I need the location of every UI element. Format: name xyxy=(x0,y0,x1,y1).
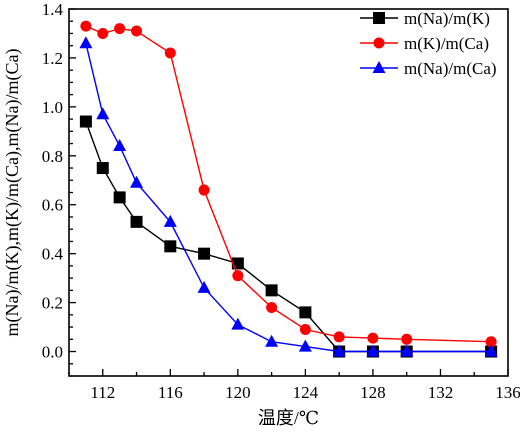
x-tick-label: 116 xyxy=(158,383,183,402)
x-tick-label: 112 xyxy=(90,383,115,402)
data-point-square xyxy=(299,306,312,319)
y-tick-label: 0.8 xyxy=(42,147,63,166)
y-tick-label: 0.0 xyxy=(42,343,63,362)
x-tick-label: 124 xyxy=(293,383,319,402)
legend-label: m(Na)/m(K) xyxy=(404,9,490,28)
data-point-triangle xyxy=(96,107,110,120)
data-point-circle xyxy=(367,332,379,344)
data-point-circle xyxy=(401,333,413,345)
series-square xyxy=(79,115,498,358)
data-point-circle xyxy=(299,324,311,336)
data-point-triangle xyxy=(231,317,245,330)
data-point-triangle xyxy=(113,139,127,152)
legend: m(Na)/m(K) m(K)/m(Ca) m(Na)/m(Ca) xyxy=(360,9,497,78)
data-point-square xyxy=(265,284,278,297)
data-point-triangle xyxy=(265,334,279,347)
legend-item: m(Na)/m(K) xyxy=(360,9,490,28)
data-point-triangle xyxy=(197,280,211,293)
y-axis-ticks: 0.0 0.2 0.4 0.6 0.8 1.0 1.2 1.4 xyxy=(42,0,76,377)
data-point-circle xyxy=(80,20,92,32)
y-tick-label: 1.4 xyxy=(42,0,64,19)
y-tick-label: 1.2 xyxy=(42,49,63,68)
data-point-circle xyxy=(485,336,497,348)
y-tick-label: 0.2 xyxy=(42,294,63,313)
data-point-triangle xyxy=(332,344,346,357)
x-axis-ticks: 112 116 120 124 128 132 136 xyxy=(68,369,520,402)
data-point-triangle xyxy=(130,175,144,188)
x-tick-label: 128 xyxy=(360,383,386,402)
data-point-triangle xyxy=(79,36,93,49)
data-point-square xyxy=(373,12,385,24)
data-point-circle xyxy=(198,184,210,196)
data-point-square xyxy=(198,247,211,260)
y-tick-label: 0.6 xyxy=(42,196,63,215)
data-point-square xyxy=(113,191,126,204)
data-point-circle xyxy=(232,270,244,282)
y-tick-label: 1.0 xyxy=(42,98,63,117)
data-point-circle xyxy=(373,37,385,49)
data-point-triangle xyxy=(163,214,177,227)
legend-label: m(Na)/m(Ca) xyxy=(404,59,497,78)
series-line xyxy=(85,43,492,353)
data-point-square xyxy=(130,215,143,228)
x-axis-title: 温度/℃ xyxy=(258,408,319,428)
data-point-square xyxy=(164,240,177,253)
series-layer xyxy=(79,20,498,358)
x-tick-label: 132 xyxy=(428,383,454,402)
data-point-triangle xyxy=(484,344,498,357)
x-tick-label: 136 xyxy=(495,383,520,402)
series-line xyxy=(85,121,492,353)
legend-label: m(K)/m(Ca) xyxy=(404,34,489,53)
data-point-circle xyxy=(97,27,109,39)
data-point-circle xyxy=(333,331,345,343)
x-tick-label: 120 xyxy=(225,383,251,402)
series-circle xyxy=(80,20,497,348)
data-point-circle xyxy=(131,25,143,37)
data-point-triangle xyxy=(372,61,386,73)
data-point-triangle xyxy=(298,339,312,352)
y-tick-label: 0.4 xyxy=(42,245,64,264)
data-point-square xyxy=(79,115,92,128)
data-point-triangle xyxy=(400,344,414,357)
data-point-square xyxy=(96,162,109,175)
data-point-circle xyxy=(266,301,278,313)
data-point-circle xyxy=(164,47,176,59)
y-axis-title: m(Na)/m(K),m(K)/m(Ca),m(Na)/m(Ca) xyxy=(2,49,23,337)
data-point-circle xyxy=(114,23,126,35)
legend-item: m(K)/m(Ca) xyxy=(360,34,489,53)
legend-item: m(Na)/m(Ca) xyxy=(360,59,497,78)
series-triangle xyxy=(79,36,498,357)
data-point-triangle xyxy=(366,344,380,357)
